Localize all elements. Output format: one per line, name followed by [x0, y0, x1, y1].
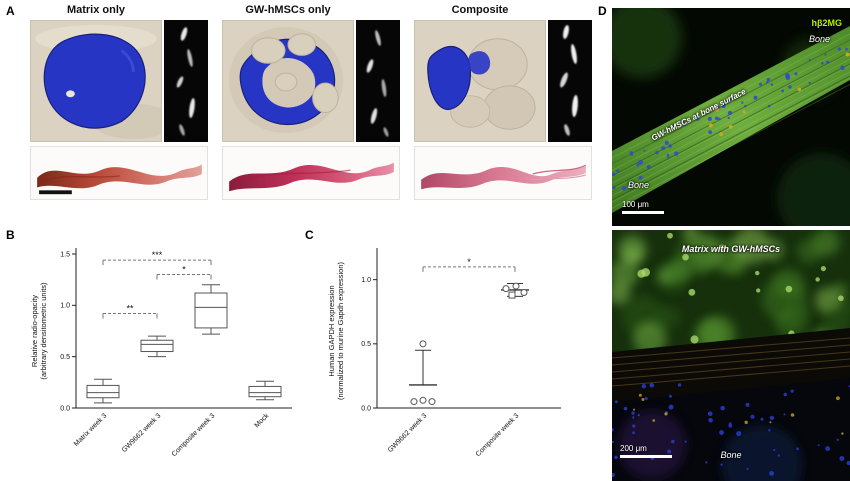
svg-text:(arbitrary densitometric units: (arbitrary densitometric units) [39, 282, 48, 380]
panel-a-column-gw-hmscs-only: GW-hMSCs only [222, 4, 400, 200]
microct-rendering-matrix-only [30, 20, 162, 142]
panel-a-column-matrix-only: Matrix only [30, 4, 208, 200]
xray-inset-gw-hmscs-only [356, 20, 400, 142]
column-title-composite: Composite [451, 4, 509, 16]
scale-bar-100um-text: 100 μm [622, 200, 649, 209]
panel-d-label: D [598, 4, 607, 18]
scale-bar-100um: 100 μm [622, 200, 664, 214]
microct-rendering-gw-hmscs-only [222, 20, 354, 142]
gapdh-expression-scatterplot: 0.0 0.5 1.0 Human GAPDH expression (normaliz… [325, 238, 587, 480]
fluorescence-image-bone-surface: hβ2MG Bone GW-hMSCs at bone surface Bone… [612, 8, 850, 226]
svg-text:Mock: Mock [254, 412, 271, 429]
xray-inset-matrix-only [164, 20, 208, 142]
svg-text:Relative radio-opacity: Relative radio-opacity [30, 295, 39, 367]
svg-text:Matrix week 3: Matrix week 3 [73, 412, 109, 448]
scale-bar-200um-line [620, 455, 672, 458]
svg-text:Human GAPDH expression: Human GAPDH expression [327, 285, 336, 376]
svg-text:Composite week 3: Composite week 3 [475, 412, 521, 458]
panel-a-column-composite: Composite [414, 4, 592, 200]
bone-label-upper: Bone [808, 34, 830, 44]
fluorescence-image-top-graphic [612, 8, 850, 226]
bone-label-lower: Bone [628, 180, 650, 190]
column-title-matrix-only: Matrix only [66, 4, 126, 16]
panel-c-label: C [305, 228, 314, 242]
svg-text:*: * [182, 265, 186, 275]
svg-text:1.0: 1.0 [361, 277, 371, 284]
matrix-gw-hmscs-title: Matrix with GW-hMSCs [681, 244, 781, 254]
svg-text:GW9662 week 3: GW9662 week 3 [121, 412, 163, 454]
svg-text:0.5: 0.5 [60, 354, 70, 361]
fluorescence-image-bottom-graphic [612, 230, 850, 481]
svg-text:***: *** [152, 250, 163, 260]
radio-opacity-boxplot: 0.0 0.5 1.0 1.5 Relative radio-opacity (arbit… [28, 238, 300, 480]
bone-label-bottom-image: Bone [720, 450, 742, 460]
marker-label-hb2mg: hβ2MG [811, 18, 843, 28]
svg-text:0.0: 0.0 [361, 405, 371, 412]
scale-bar-200um: 200 μm [620, 444, 672, 458]
svg-text:1.5: 1.5 [60, 251, 70, 258]
histology-gw-hmscs-only [222, 146, 400, 200]
xray-inset-composite [548, 20, 592, 142]
svg-text:1.0: 1.0 [60, 303, 70, 310]
fluorescence-image-matrix-gw-hmscs: Matrix with GW-hMSCs Bone 200 μm [612, 230, 850, 481]
svg-text:0.5: 0.5 [361, 341, 371, 348]
scale-bar-100um-line [622, 211, 664, 214]
histology-composite [414, 146, 592, 200]
svg-text:GW9662 week 3: GW9662 week 3 [387, 412, 429, 454]
svg-text:*: * [467, 257, 471, 267]
scale-bar-200um-text: 200 μm [620, 444, 647, 453]
svg-text:**: ** [126, 304, 134, 314]
panel-a-label: A [6, 4, 15, 18]
svg-text:0.0: 0.0 [60, 405, 70, 412]
histology-matrix-only [30, 146, 208, 200]
svg-text:(normalized to murine Gapdh ex: (normalized to murine Gapdh expression) [336, 262, 345, 400]
microct-rendering-composite [414, 20, 546, 142]
column-title-gw-hmscs-only: GW-hMSCs only [245, 4, 331, 16]
svg-text:Composite week 3: Composite week 3 [171, 412, 217, 458]
histology-scale-bar [39, 190, 72, 195]
panel-b-label: B [6, 228, 15, 242]
